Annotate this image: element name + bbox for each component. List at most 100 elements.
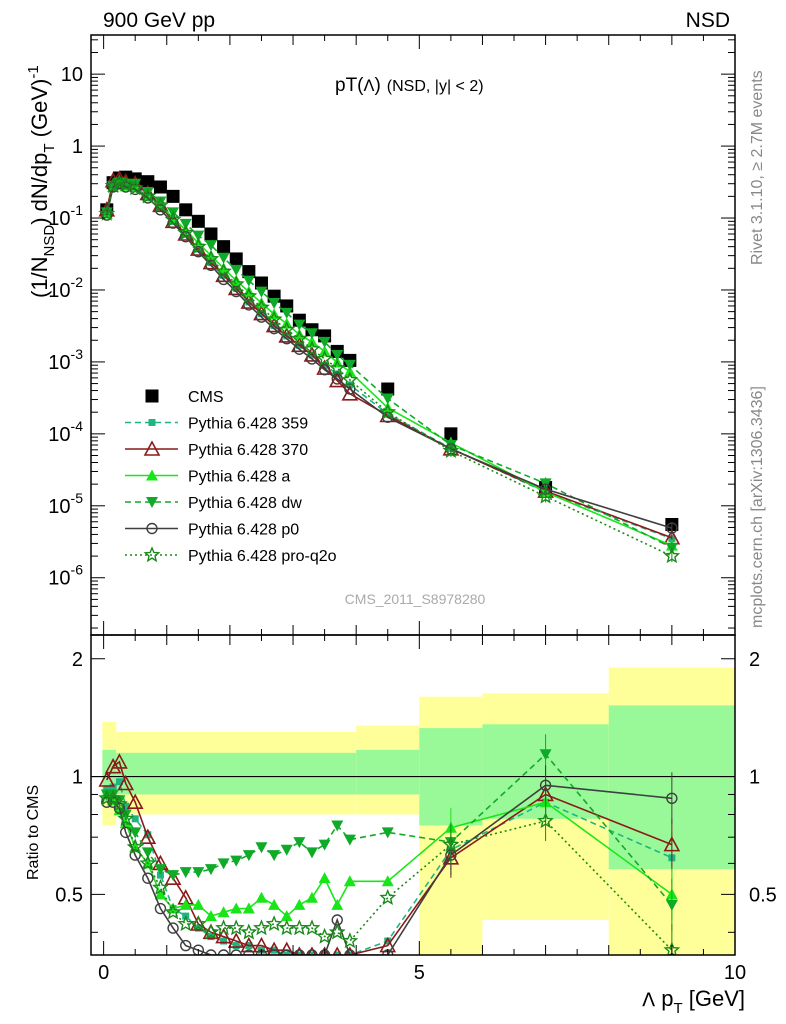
data-point	[230, 274, 243, 286]
ratio-point	[111, 795, 128, 812]
watermark: CMS_2011_S8978280	[345, 591, 486, 607]
ratio-point	[205, 949, 217, 955]
ratio-point	[230, 902, 243, 914]
data-point	[328, 359, 346, 376]
ratio-point	[280, 910, 293, 922]
series-line	[106, 181, 673, 557]
data-point	[343, 365, 356, 377]
x-tick-label: 5	[414, 962, 425, 984]
ratio-point	[217, 858, 230, 870]
ratio-line	[106, 753, 673, 906]
main-panel: 10-6 10-5 10-4 10-3 10-2 10-1 1 10 pT(Λ) (NSD, |…	[25, 34, 736, 636]
data-point	[229, 252, 243, 266]
data-point	[215, 262, 232, 279]
data-point	[346, 381, 354, 389]
ratio-point	[192, 898, 205, 910]
ratio-point	[303, 919, 321, 936]
main-y-label: (1/NNSD) dN/dpT (GeV)-1	[25, 65, 58, 298]
data-point	[442, 442, 460, 458]
legend-label: Pythia 6.428 359	[188, 416, 308, 433]
ratio-point	[131, 815, 139, 823]
ratio-point	[141, 847, 154, 859]
mcplots-label: mcplots.cern.ch [arXiv:1306.3436]	[749, 386, 766, 628]
ratio-point	[306, 949, 318, 955]
data-point	[381, 393, 394, 405]
data-point	[117, 175, 135, 192]
series-line	[106, 182, 673, 529]
data-point	[189, 237, 207, 254]
ratio-point	[117, 809, 135, 827]
data-point	[98, 204, 116, 221]
data-point	[164, 210, 182, 227]
plot-title: pT(Λ) (NSD, |y| < 2)	[335, 75, 484, 96]
data-point	[268, 322, 280, 335]
legend-label: Pythia 6.428 a	[188, 469, 290, 486]
legend-item-pythia-6-428-370: Pythia 6.428 370	[125, 440, 308, 459]
data-point	[192, 236, 205, 248]
ratio-y-tick-label: 1	[72, 767, 83, 789]
ratio-y-label: Ratio to CMS	[25, 785, 42, 880]
legend-item-pythia-6-428-pro-q2o: Pythia 6.428 pro-q2o	[125, 546, 337, 565]
legend-marker	[145, 389, 159, 403]
ratio-point	[154, 902, 167, 915]
data-point	[166, 189, 180, 203]
data-point	[290, 329, 308, 346]
data-point	[139, 187, 157, 204]
ratio-point	[227, 932, 245, 948]
data-point	[191, 214, 205, 228]
y-tick-label: 10-4	[48, 418, 83, 446]
legend-item-pythia-6-428-dw: Pythia 6.428 dw	[125, 495, 302, 512]
ratio-point	[537, 812, 554, 829]
data-point	[204, 227, 218, 241]
ratio-series-pythia-6-428-dw	[100, 734, 678, 931]
data-point	[217, 252, 230, 264]
ratio-point	[341, 932, 359, 949]
ratio-point	[217, 906, 230, 918]
legend-marker	[143, 546, 161, 563]
legend-label: Pythia 6.428 p0	[188, 522, 299, 539]
ratio-point	[305, 847, 318, 859]
ratio-point	[144, 831, 152, 839]
ratio-point	[242, 850, 255, 862]
ratio-point	[180, 939, 192, 952]
ratio-point	[381, 827, 394, 839]
ratio-point	[194, 924, 202, 932]
data-point	[666, 522, 678, 534]
ratio-point	[117, 774, 135, 791]
data-point	[306, 353, 318, 365]
legend-marker	[148, 419, 156, 426]
x-tick-label: 10	[724, 962, 746, 984]
data-point	[126, 179, 144, 196]
ratio-point	[293, 898, 306, 910]
data-point	[204, 249, 217, 261]
ratio-point	[104, 757, 122, 774]
data-point	[180, 231, 192, 243]
ratio-point	[328, 923, 346, 940]
legend-item-cms: CMS	[145, 389, 224, 406]
ratio-point	[279, 941, 294, 955]
data-point	[381, 382, 395, 396]
y-tick-label: 10-5	[48, 490, 83, 518]
ratio-point	[207, 933, 215, 941]
ratio-point	[167, 870, 180, 882]
ratio-point	[126, 793, 144, 810]
legend-label: Pythia 6.428 dw	[188, 495, 302, 512]
ratio-y-tick-label-right: 1	[749, 767, 760, 789]
data-point	[278, 320, 296, 337]
data-point	[305, 328, 318, 340]
ratio-bands	[91, 667, 735, 955]
legend-label: Pythia 6.428 370	[188, 442, 308, 459]
data-point	[242, 275, 255, 287]
ratio-point	[243, 949, 255, 955]
data-point	[341, 371, 359, 388]
ratio-point	[242, 902, 255, 914]
ratio-point	[192, 867, 205, 879]
main-plot-area	[98, 170, 681, 564]
legend-marker	[146, 522, 158, 535]
ratio-point	[217, 949, 230, 955]
ratio-point	[164, 869, 182, 885]
data-point	[318, 336, 331, 348]
ratio-point	[240, 923, 258, 940]
data-point	[444, 427, 458, 441]
ratio-point	[129, 827, 142, 839]
